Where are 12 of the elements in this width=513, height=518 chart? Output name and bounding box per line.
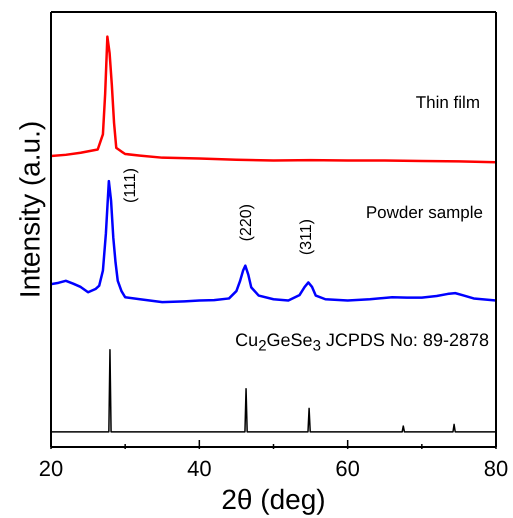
annotation: Thin film (416, 93, 480, 113)
x-tick-label: 40 (187, 456, 212, 481)
annotation: (311) (298, 219, 316, 256)
annotation: Cu$_{2}$GeSe$_{3}$ JCPDS No: 89-2878 (235, 330, 489, 356)
x-tick-label: 20 (38, 456, 64, 481)
x-tick-label: 60 (335, 456, 360, 481)
y-axis-title: Intensity (a.u.) (14, 120, 46, 298)
annotation: Powder sample (366, 203, 483, 223)
x-axis-title: 2θ (deg) (221, 484, 326, 515)
annotation: (111) (122, 168, 140, 203)
x-tick-label: 80 (484, 456, 508, 481)
annotation: (220) (238, 204, 256, 242)
